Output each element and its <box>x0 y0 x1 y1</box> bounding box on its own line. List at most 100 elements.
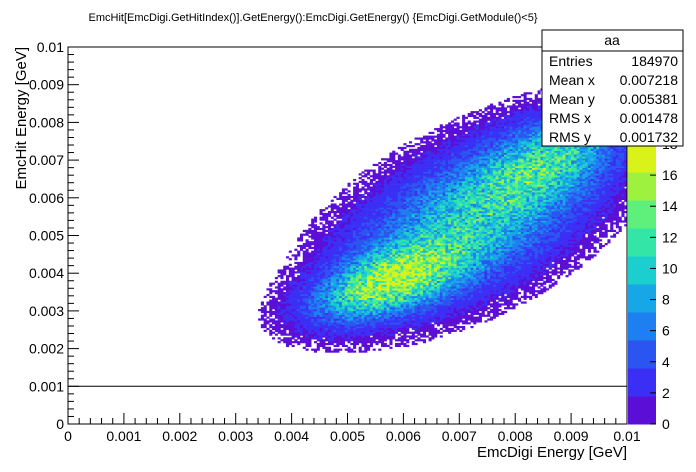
heatmap-bin <box>434 222 438 225</box>
heatmap-bin <box>442 329 446 332</box>
heatmap-bin <box>378 301 382 304</box>
heatmap-bin <box>361 292 365 295</box>
heatmap-bin <box>299 282 304 285</box>
heatmap-bin <box>411 273 415 276</box>
heatmap-bin <box>406 331 410 334</box>
heatmap-bin <box>431 273 435 276</box>
heatmap-bin <box>294 248 298 251</box>
heatmap-bin <box>319 278 323 282</box>
heatmap-bin <box>369 303 373 306</box>
heatmap-bin <box>406 252 410 255</box>
heatmap-bin <box>330 299 334 302</box>
heatmap-bin <box>381 243 385 246</box>
heatmap-bin <box>422 244 427 248</box>
heatmap-bin <box>386 299 390 302</box>
heatmap-bin <box>411 150 415 153</box>
heatmap-bin <box>355 329 359 332</box>
heatmap-bin <box>361 310 365 314</box>
heatmap-bin <box>350 318 354 321</box>
heatmap-bin <box>403 337 407 340</box>
heatmap-bin <box>333 299 337 302</box>
heatmap-bin <box>274 320 278 323</box>
heatmap-bin <box>397 222 401 225</box>
heatmap-bin <box>386 250 390 253</box>
heatmap-bin <box>311 224 315 227</box>
heatmap-bin <box>341 303 345 306</box>
heatmap-bin <box>305 341 309 344</box>
heatmap-bin <box>417 329 421 332</box>
heatmap-bin <box>436 282 441 285</box>
heatmap-bin <box>291 284 295 287</box>
heatmap-bin <box>339 214 343 217</box>
heatmap-bin <box>383 276 387 280</box>
heatmap-bin <box>389 186 393 189</box>
heatmap-bin <box>397 160 401 163</box>
heatmap-bin <box>431 161 435 165</box>
heatmap-bin <box>395 205 399 208</box>
heatmap-bin <box>358 280 362 283</box>
heatmap-bin <box>274 276 278 280</box>
heatmap-bin <box>311 303 315 306</box>
heatmap-bin <box>439 275 443 278</box>
heatmap-bin <box>436 197 441 200</box>
heatmap-bin <box>302 244 306 248</box>
heatmap-bin <box>417 224 421 227</box>
heatmap-bin <box>408 150 413 153</box>
heatmap-bin <box>327 341 332 344</box>
heatmap-bin <box>428 229 432 233</box>
heatmap-bin <box>397 325 401 329</box>
heatmap-bin <box>386 199 390 202</box>
heatmap-bin <box>339 252 343 255</box>
heatmap-bin <box>442 254 446 257</box>
heatmap-bin <box>411 173 415 176</box>
heatmap-bin <box>313 290 318 293</box>
heatmap-bin <box>408 194 413 197</box>
heatmap-bin <box>336 295 340 299</box>
heatmap-bin <box>428 158 432 161</box>
heatmap-bin <box>316 329 320 332</box>
heatmap-bin <box>439 156 443 159</box>
heatmap-bin <box>375 316 379 319</box>
heatmap-bin <box>330 284 334 287</box>
heatmap-bin <box>411 256 415 259</box>
heatmap-bin <box>358 203 362 206</box>
heatmap-bin <box>353 342 357 346</box>
heatmap-bin <box>431 275 435 278</box>
heatmap-bin <box>333 324 337 327</box>
heatmap-bin <box>411 216 415 219</box>
heatmap-bin <box>431 220 435 223</box>
heatmap-bin <box>425 265 429 268</box>
heatmap-bin <box>395 214 399 217</box>
heatmap-bin <box>428 284 432 287</box>
heatmap-bin <box>378 186 382 189</box>
heatmap-bin <box>319 329 323 332</box>
heatmap-bin <box>436 199 441 202</box>
heatmap-bin <box>341 246 345 249</box>
heatmap-bin <box>436 171 441 174</box>
heatmap-bin <box>286 290 290 293</box>
heatmap-bin <box>288 292 292 295</box>
heatmap-bin <box>344 297 348 300</box>
heatmap-bin <box>277 325 281 329</box>
heatmap-bin <box>322 307 326 310</box>
heatmap-bin <box>417 220 421 223</box>
heatmap-bin <box>288 329 292 332</box>
heatmap-bin <box>386 182 390 185</box>
heatmap-bin <box>445 297 449 300</box>
heatmap-bin <box>392 224 396 227</box>
heatmap-bin <box>336 303 340 306</box>
heatmap-bin <box>439 233 443 236</box>
heatmap-bin <box>355 222 359 225</box>
heatmap-bin <box>428 331 432 334</box>
heatmap-bin <box>436 307 441 310</box>
heatmap-bin <box>422 180 427 184</box>
heatmap-bin <box>350 271 354 274</box>
heatmap-bin <box>386 324 390 327</box>
heatmap-bin <box>434 146 438 150</box>
heatmap-bin <box>389 327 393 331</box>
heatmap-bin <box>381 214 385 217</box>
heatmap-bin <box>425 329 429 332</box>
heatmap-bin <box>336 305 340 308</box>
heatmap-bin <box>383 314 387 317</box>
heatmap-bin <box>431 260 435 263</box>
